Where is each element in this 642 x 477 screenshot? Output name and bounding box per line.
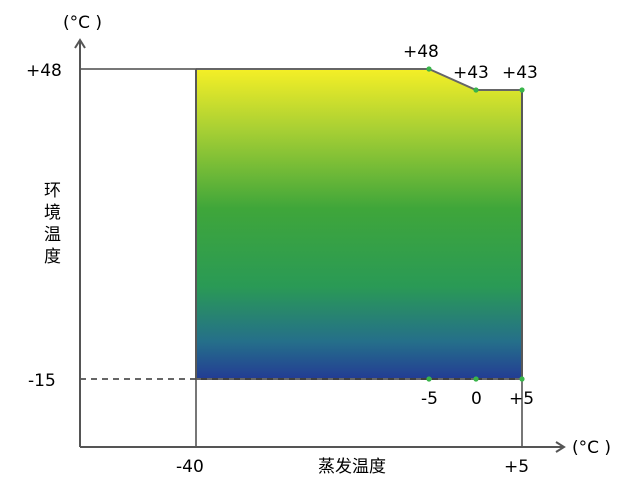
envelope-point — [519, 87, 525, 93]
y-axis-title-char: 环 — [44, 181, 61, 201]
envelope-point — [473, 87, 479, 93]
envelope-point — [426, 376, 432, 382]
envelope-point — [426, 66, 432, 72]
point-x-label: 0 — [471, 389, 482, 409]
point-value-label: +48 — [403, 42, 439, 62]
x-axis-unit: (°C ) — [572, 438, 611, 458]
x-axis-title: 蒸发温度 — [318, 457, 386, 477]
data-points: +48 +43 +43 -5 0 +5 — [403, 42, 538, 409]
point-value-label: +43 — [453, 63, 489, 83]
x-tick-label: +5 — [504, 457, 529, 477]
y-tick-label: +48 — [26, 61, 62, 81]
y-axis-unit: (°C ) — [63, 13, 102, 33]
y-axis-title-char: 境 — [44, 203, 61, 223]
x-axis-arrow-icon — [555, 441, 566, 453]
y-axis-title-char: 度 — [44, 247, 61, 267]
operating-region — [195, 68, 523, 380]
point-x-label: +5 — [509, 389, 534, 409]
y-axis-title-char: 温 — [44, 225, 61, 245]
x-tick-label: -40 — [176, 457, 204, 477]
point-value-label: +43 — [502, 63, 538, 83]
envelope-point — [519, 376, 525, 382]
envelope-point — [473, 376, 479, 382]
y-axis-arrow-icon — [74, 38, 86, 49]
y-tick-label: -15 — [28, 371, 56, 391]
point-x-label: -5 — [421, 389, 438, 409]
